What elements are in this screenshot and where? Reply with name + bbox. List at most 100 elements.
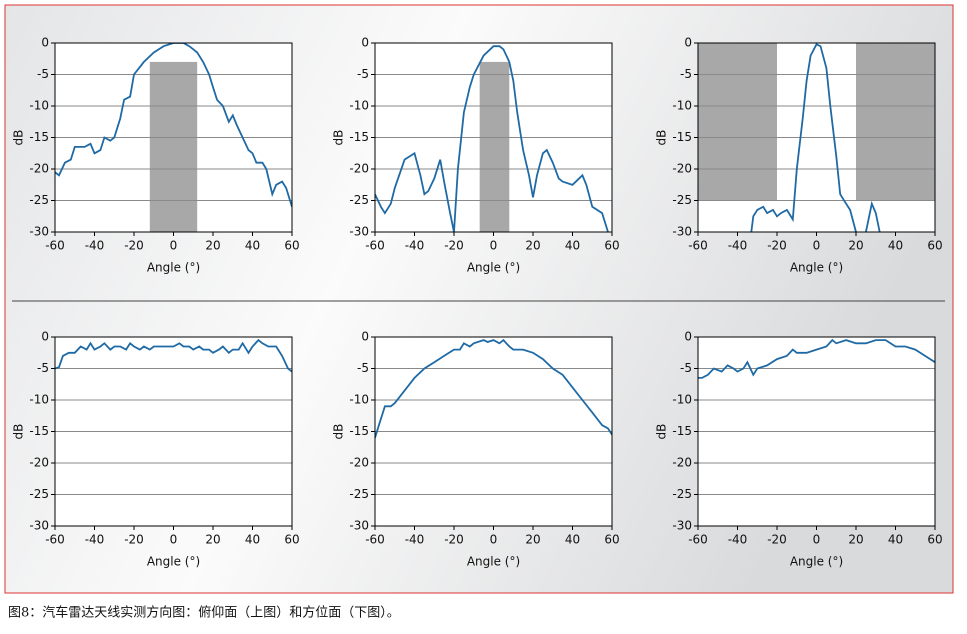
y-tick-label: -15: [349, 424, 369, 438]
y-tick-label: 0: [41, 330, 49, 344]
x-tick-label: 40: [565, 533, 580, 547]
x-tick-label: -40: [405, 239, 425, 253]
caption: 图8：汽车雷达天线实测方向图：俯仰面（上图）和方位面（下图）。: [8, 605, 400, 621]
x-axis-label: Angle (°): [467, 555, 520, 569]
y-tick-label: -30: [29, 225, 49, 239]
x-tick-label: -60: [45, 533, 65, 547]
y-tick-label: -10: [29, 393, 49, 407]
x-tick-label: 0: [490, 533, 498, 547]
y-tick-label: -15: [672, 424, 692, 438]
y-tick-label: -20: [29, 162, 49, 176]
x-tick-label: -60: [365, 533, 385, 547]
x-tick-label: -40: [85, 239, 105, 253]
y-tick-label: -30: [349, 225, 369, 239]
y-axis-label: dB: [12, 130, 26, 146]
y-tick-label: -20: [672, 456, 692, 470]
y-tick-label: -15: [29, 130, 49, 144]
plot-border: [54, 42, 293, 233]
x-tick-label: -20: [767, 533, 787, 547]
x-tick-label: 60: [604, 239, 619, 253]
x-axis-label: Angle (°): [147, 555, 200, 569]
x-tick-label: 20: [848, 239, 863, 253]
x-tick-label: 40: [888, 239, 903, 253]
x-tick-label: -40: [728, 533, 748, 547]
x-tick-label: -20: [767, 239, 787, 253]
x-tick-label: -60: [688, 239, 708, 253]
x-tick-label: 20: [525, 533, 540, 547]
y-tick-label: -20: [29, 456, 49, 470]
y-tick-label: -20: [349, 162, 369, 176]
x-tick-label: 20: [848, 533, 863, 547]
x-tick-label: 60: [927, 239, 942, 253]
x-tick-label: 0: [170, 533, 178, 547]
plot-border: [697, 336, 936, 527]
x-tick-label: 60: [927, 533, 942, 547]
y-tick-label: -30: [349, 519, 369, 533]
y-tick-label: -25: [29, 193, 49, 207]
data-line: [375, 338, 612, 439]
x-tick-label: -60: [45, 239, 65, 253]
y-axis-label: dB: [12, 424, 26, 440]
y-tick-label: -25: [672, 487, 692, 501]
x-tick-label: 60: [284, 239, 299, 253]
y-tick-label: 0: [684, 330, 692, 344]
plot-border: [54, 336, 293, 527]
y-tick-label: -10: [349, 99, 369, 113]
y-tick-label: -25: [349, 487, 369, 501]
x-tick-label: 20: [205, 533, 220, 547]
shaded-region: [856, 43, 935, 201]
y-tick-label: -15: [349, 130, 369, 144]
y-tick-label: -20: [672, 162, 692, 176]
x-tick-label: 40: [245, 533, 260, 547]
shaded-region: [149, 61, 198, 233]
y-tick-label: -5: [37, 67, 49, 81]
x-tick-label: -40: [728, 239, 748, 253]
y-tick-label: 0: [361, 36, 369, 50]
x-tick-label: 20: [525, 239, 540, 253]
x-tick-label: -20: [444, 239, 464, 253]
charts: 0-5-10-15-20-25-30-60 -40 -20 0 20 40 60Angle …: [12, 36, 943, 569]
x-tick-label: 60: [604, 533, 619, 547]
y-axis-label: dB: [332, 424, 346, 440]
x-tick-label: 0: [490, 239, 498, 253]
y-tick-label: -15: [672, 130, 692, 144]
y-tick-label: -10: [349, 393, 369, 407]
x-axis-label: Angle (°): [467, 261, 520, 275]
x-tick-label: 0: [170, 239, 178, 253]
plot-border: [374, 336, 613, 527]
x-tick-label: 40: [888, 533, 903, 547]
x-tick-label: -60: [365, 239, 385, 253]
plot-border: [374, 42, 613, 233]
y-tick-label: -30: [672, 519, 692, 533]
y-tick-label: 0: [684, 36, 692, 50]
data-line: [55, 338, 292, 373]
y-tick-label: -15: [29, 424, 49, 438]
x-tick-label: -40: [405, 533, 425, 547]
x-tick-label: 20: [205, 239, 220, 253]
plot-border: [697, 42, 936, 233]
data-line: [55, 43, 292, 208]
shaded-region: [698, 43, 777, 201]
y-tick-label: -20: [349, 456, 369, 470]
y-tick-label: -10: [29, 99, 49, 113]
y-tick-label: -5: [680, 67, 692, 81]
x-tick-label: 0: [813, 239, 821, 253]
data-line: [698, 338, 935, 379]
y-tick-label: -5: [357, 67, 369, 81]
x-tick-label: -40: [85, 533, 105, 547]
x-tick-label: -60: [688, 533, 708, 547]
y-tick-label: -30: [672, 225, 692, 239]
x-tick-label: 40: [245, 239, 260, 253]
y-tick-label: -5: [37, 361, 49, 375]
shaded-region: [479, 61, 510, 233]
x-tick-label: 60: [284, 533, 299, 547]
x-tick-label: 40: [565, 239, 580, 253]
x-axis-label: Angle (°): [147, 261, 200, 275]
y-tick-label: -25: [672, 193, 692, 207]
x-tick-label: -20: [444, 533, 464, 547]
x-tick-label: 0: [813, 533, 821, 547]
y-axis-label: dB: [655, 424, 669, 440]
y-axis-label: dB: [332, 130, 346, 146]
